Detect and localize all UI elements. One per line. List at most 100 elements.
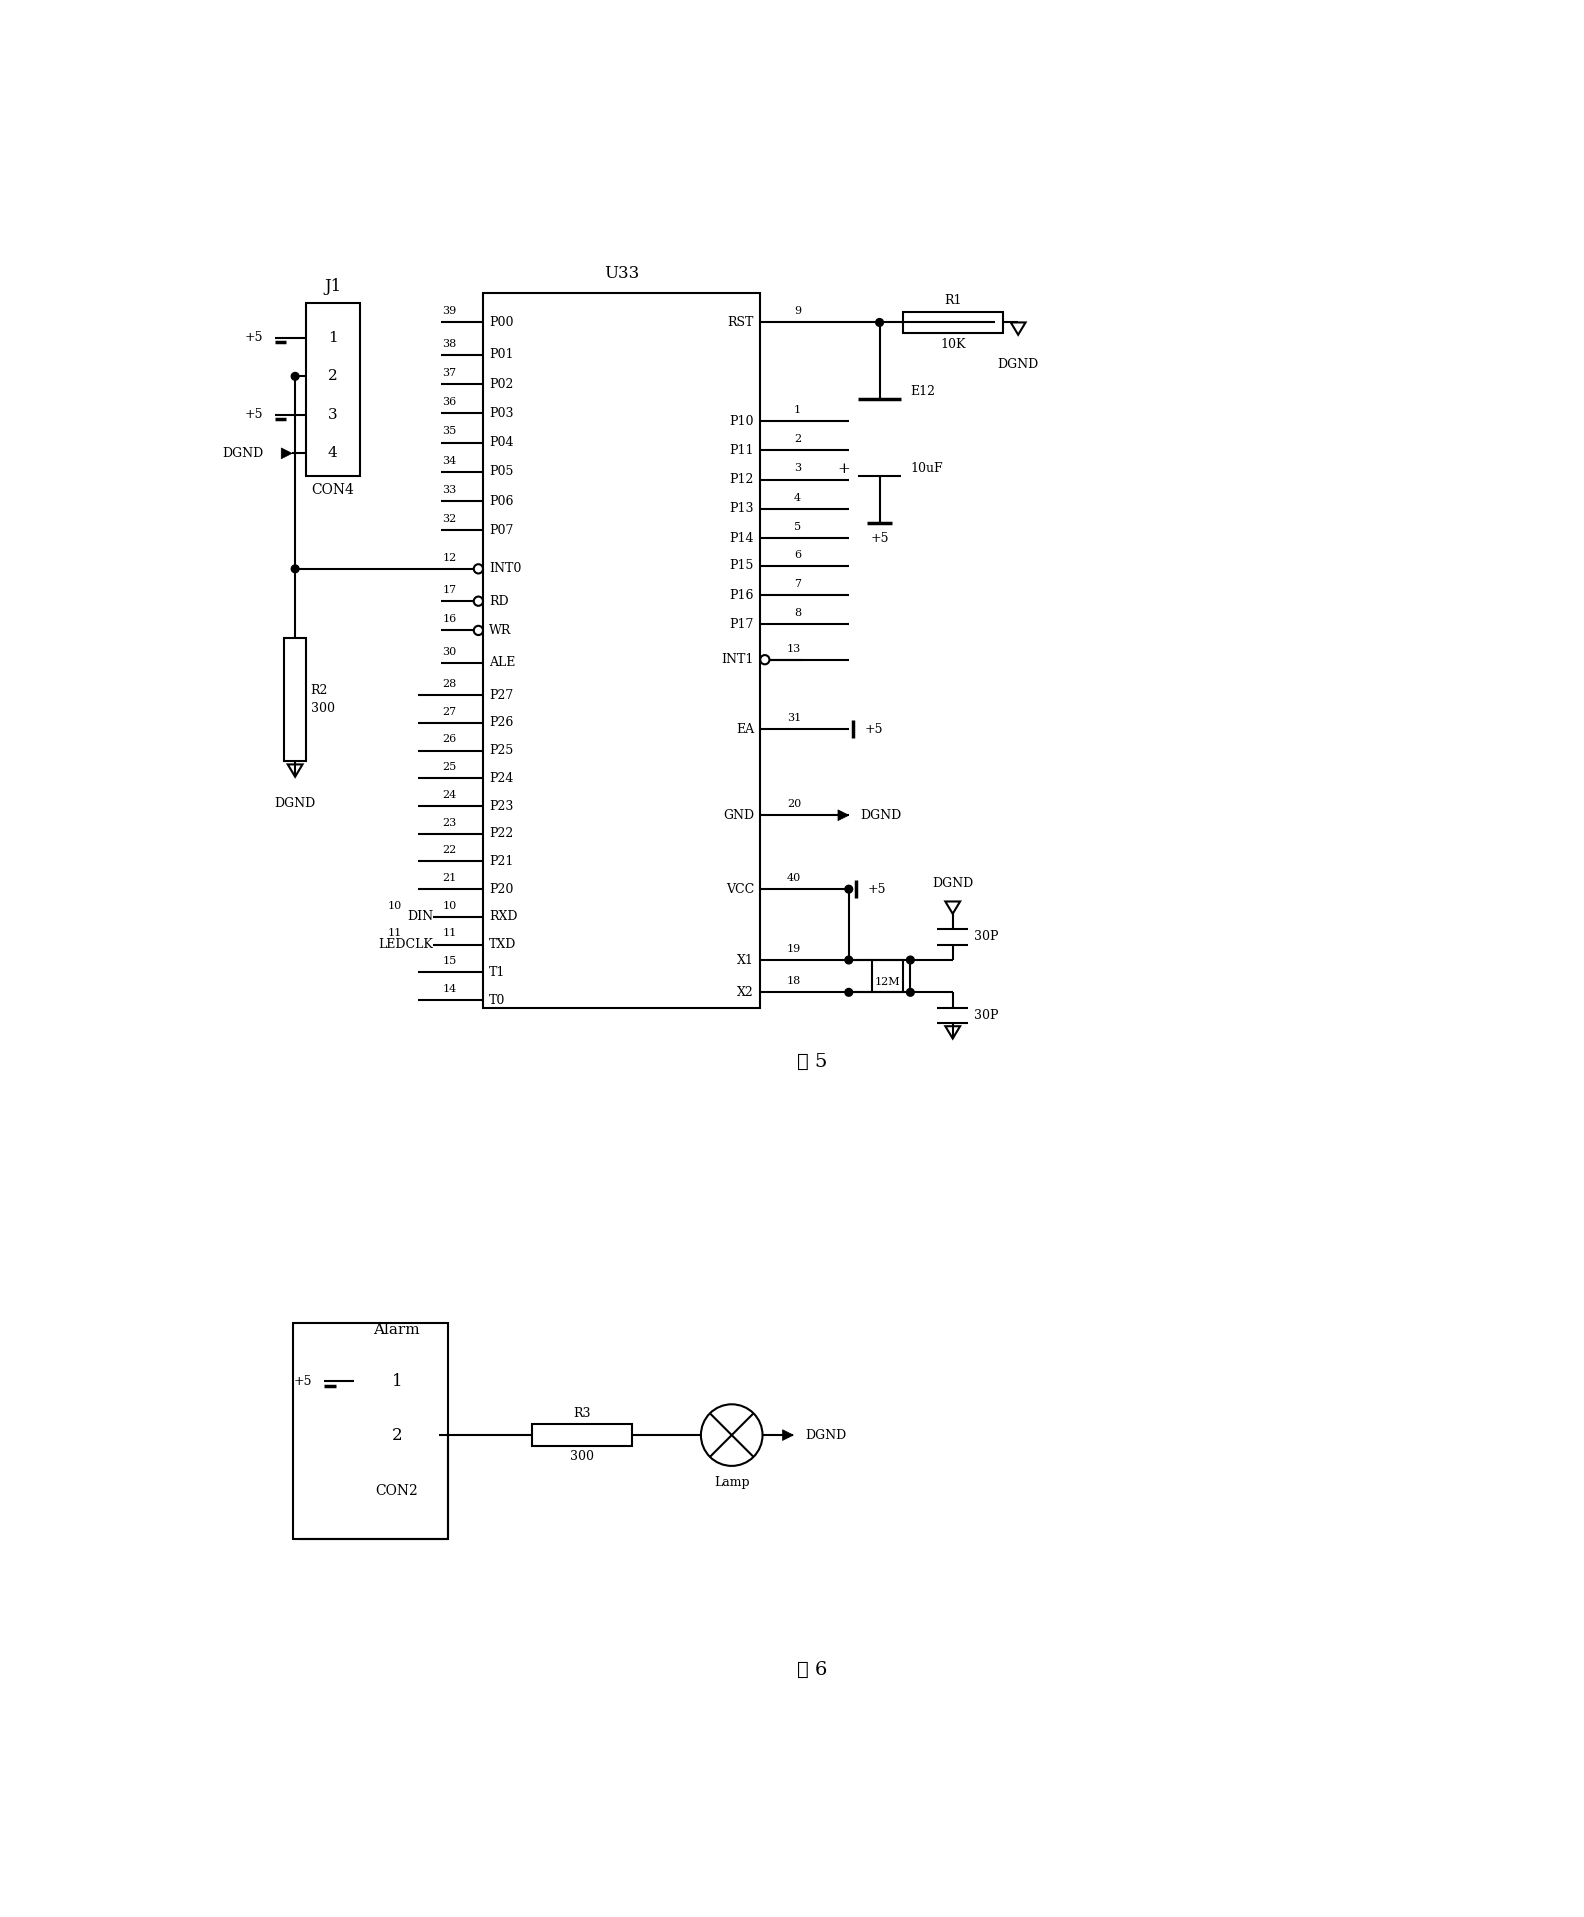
Text: 30: 30 (442, 646, 456, 658)
Text: 36: 36 (442, 397, 456, 406)
Text: 28: 28 (442, 679, 456, 688)
Circle shape (291, 372, 299, 380)
Text: 12: 12 (442, 552, 456, 564)
Text: 11: 11 (388, 928, 402, 939)
Text: P06: P06 (489, 495, 513, 508)
Bar (871, 960, 903, 993)
Text: P10: P10 (730, 414, 754, 427)
Text: 4: 4 (328, 447, 337, 460)
Text: P17: P17 (730, 617, 754, 631)
Text: P07: P07 (489, 523, 513, 537)
Text: 1: 1 (391, 1373, 402, 1390)
Text: DGND: DGND (860, 809, 901, 822)
Text: 图 5: 图 5 (797, 1052, 827, 1070)
Text: 37: 37 (442, 368, 456, 378)
Bar (293, 1323, 448, 1539)
Text: RD: RD (489, 594, 508, 608)
Text: 10uF: 10uF (911, 462, 942, 475)
Text: 7: 7 (794, 579, 802, 589)
Text: 40: 40 (787, 872, 802, 884)
Text: 8: 8 (794, 608, 802, 617)
Bar (903, 312, 1003, 334)
Text: 1: 1 (328, 332, 337, 345)
Text: +: + (838, 462, 851, 475)
Text: 19: 19 (787, 943, 802, 955)
Text: P15: P15 (730, 560, 754, 573)
Text: DGND: DGND (998, 358, 1039, 372)
Text: 10K: 10K (939, 337, 966, 351)
Text: P26: P26 (489, 717, 513, 728)
Text: ALE: ALE (489, 656, 515, 669)
Text: 10: 10 (388, 901, 402, 911)
Text: R3: R3 (573, 1407, 591, 1420)
Text: 9: 9 (794, 307, 802, 316)
Text: 17: 17 (442, 585, 456, 594)
Text: P11: P11 (730, 443, 754, 456)
Text: +5: +5 (246, 408, 263, 422)
Text: 20: 20 (787, 799, 802, 809)
Text: X1: X1 (737, 953, 754, 966)
Text: 300: 300 (570, 1449, 594, 1463)
Text: P27: P27 (489, 688, 513, 702)
Text: Alarm: Alarm (374, 1323, 420, 1336)
Text: 10: 10 (442, 901, 456, 911)
Text: 30P: 30P (974, 1008, 1000, 1022)
Text: 12M: 12M (874, 978, 900, 987)
Bar (483, 293, 760, 1008)
Circle shape (844, 957, 852, 964)
Text: P01: P01 (489, 349, 513, 360)
Text: INT1: INT1 (722, 654, 754, 667)
Text: 24: 24 (442, 790, 456, 799)
Text: +5: +5 (865, 723, 882, 736)
Text: 27: 27 (442, 707, 456, 717)
Circle shape (906, 957, 914, 964)
Text: P02: P02 (489, 378, 513, 391)
Text: R1: R1 (944, 295, 961, 307)
Text: 3: 3 (794, 464, 802, 473)
Text: X2: X2 (737, 985, 754, 999)
Text: 11: 11 (442, 928, 456, 939)
Text: 31: 31 (787, 713, 802, 723)
Text: 23: 23 (442, 817, 456, 828)
Text: T1: T1 (489, 966, 505, 980)
Text: 2: 2 (328, 370, 337, 383)
Circle shape (844, 989, 852, 997)
Text: 22: 22 (442, 845, 456, 855)
Text: P13: P13 (730, 502, 754, 516)
Circle shape (906, 989, 914, 997)
Text: TXD: TXD (489, 937, 516, 951)
Text: 30P: 30P (974, 930, 1000, 943)
Text: P22: P22 (489, 828, 513, 840)
Text: P21: P21 (489, 855, 513, 868)
Text: RST: RST (727, 316, 754, 330)
Text: P00: P00 (489, 316, 513, 330)
Text: 33: 33 (442, 485, 456, 495)
Text: +5: +5 (293, 1374, 312, 1388)
Text: T0: T0 (489, 993, 505, 1006)
Text: 16: 16 (442, 613, 456, 625)
Text: WR: WR (489, 623, 512, 636)
Polygon shape (838, 809, 849, 820)
Text: +5: +5 (868, 882, 887, 895)
Text: CON4: CON4 (312, 483, 355, 497)
Text: P16: P16 (730, 589, 754, 602)
Text: P05: P05 (489, 466, 513, 479)
Text: GND: GND (722, 809, 754, 822)
Text: DGND: DGND (931, 876, 973, 889)
Text: 32: 32 (442, 514, 456, 523)
Text: DGND: DGND (274, 797, 315, 811)
Text: CON2: CON2 (375, 1484, 418, 1499)
Text: DIN: DIN (407, 911, 432, 924)
Text: 18: 18 (787, 976, 802, 985)
Text: U33: U33 (604, 265, 640, 282)
Circle shape (291, 566, 299, 573)
Text: INT0: INT0 (489, 562, 521, 575)
Text: P14: P14 (730, 531, 754, 544)
Text: P20: P20 (489, 882, 513, 895)
Text: 15: 15 (442, 957, 456, 966)
Text: 21: 21 (442, 872, 456, 884)
Text: LEDCLK: LEDCLK (379, 937, 432, 951)
Text: 13: 13 (787, 644, 802, 654)
Text: DGND: DGND (805, 1428, 846, 1442)
Circle shape (844, 886, 852, 893)
